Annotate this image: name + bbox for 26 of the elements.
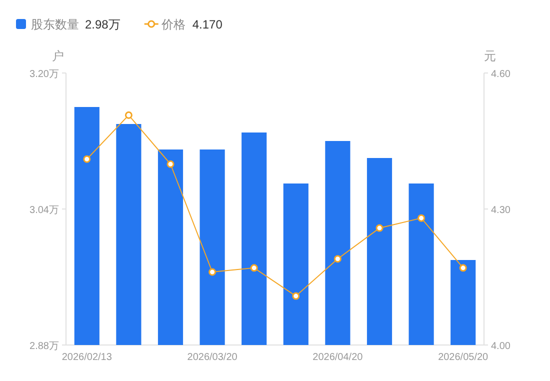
- point: [208, 268, 216, 276]
- y2-tick-label: 4.60: [491, 69, 511, 80]
- y-axis-title: 户: [52, 49, 64, 63]
- y2-tick-label: 4.30: [491, 205, 511, 216]
- y-tick-label: 2.88万: [30, 341, 59, 352]
- point: [250, 264, 258, 272]
- point: [124, 111, 132, 119]
- text: 4.170: [192, 18, 223, 32]
- point: [166, 160, 174, 168]
- text: 2.98万: [85, 18, 120, 32]
- point: [376, 224, 384, 232]
- y2-tick-label: 4.00: [491, 341, 511, 352]
- point: [292, 292, 300, 300]
- x-tick-label: 2026/02/13: [62, 352, 112, 363]
- point: [459, 264, 467, 272]
- x-tick-label: 2026/05/20: [438, 352, 489, 363]
- y2-axis-title: 元: [484, 49, 496, 63]
- y-tick-label: 3.04万: [30, 205, 59, 216]
- legend-label: 股东数量: [31, 18, 79, 32]
- x-tick-label: 2026/04/20: [312, 352, 364, 363]
- point: [83, 155, 91, 163]
- point: [334, 255, 342, 263]
- x-tick-label: 2026/03/20: [187, 352, 238, 363]
- point: [418, 214, 426, 222]
- y-tick-label: 3.20万: [30, 69, 59, 80]
- legend-label: 价格: [160, 18, 186, 32]
